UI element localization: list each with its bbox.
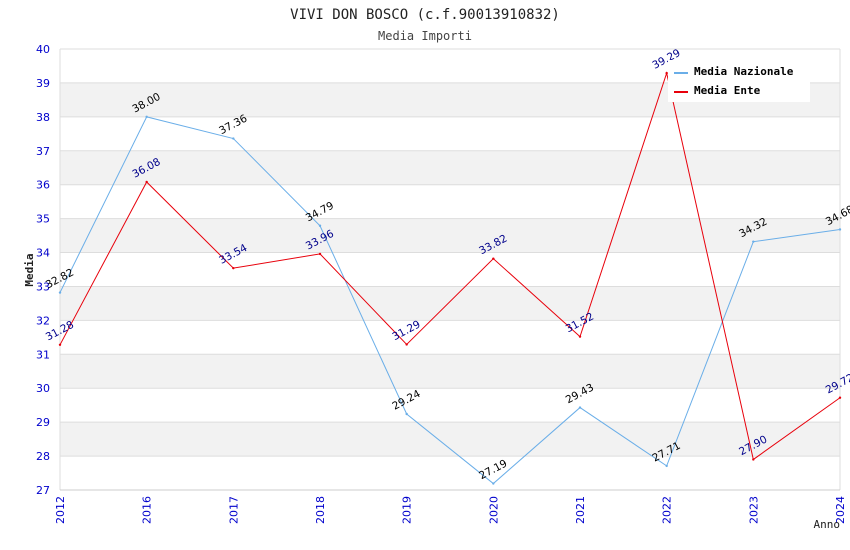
data-point-media-nazionale xyxy=(492,482,495,485)
chart-legend: Media Nazionale Media Ente xyxy=(668,60,810,102)
y-tick-label: 36 xyxy=(36,179,50,192)
series-line-media-ente xyxy=(59,71,841,461)
x-tick-label: 2017 xyxy=(227,496,240,524)
data-point-media-ente xyxy=(838,396,842,399)
x-tick-label: 2023 xyxy=(747,496,760,524)
x-axis-ticks: 2012 2016 2017 2018 2019 2020 2021 2022 2023 2024 xyxy=(54,496,847,524)
series-line-media-nazionale xyxy=(59,116,841,485)
y-tick-label: 32 xyxy=(36,314,50,327)
legend-background xyxy=(668,60,810,102)
y-tick-label: 34 xyxy=(36,247,50,260)
y-tick-label: 29 xyxy=(36,416,50,429)
grid-bands xyxy=(60,82,840,457)
y-tick-label: 30 xyxy=(36,382,50,395)
y-tick-label: 28 xyxy=(36,450,50,463)
y-tick-label: 40 xyxy=(36,43,50,56)
data-point-media-nazionale xyxy=(145,115,148,119)
grid-band xyxy=(60,286,840,321)
y-tick-label: 38 xyxy=(36,111,50,124)
data-point-media-ente xyxy=(578,335,582,338)
data-point-media-ente xyxy=(145,180,148,184)
y-axis-ticks: 27 28 29 30 31 32 33 34 35 36 37 38 39 40 xyxy=(36,43,50,497)
data-point-media-nazionale xyxy=(405,412,408,416)
data-point-media-ente xyxy=(752,458,755,461)
x-tick-label: 2019 xyxy=(401,496,414,524)
legend-label-media-nazionale: Media Nazionale xyxy=(694,65,794,78)
data-point-media-ente xyxy=(232,266,235,270)
x-tick-label: 2022 xyxy=(661,496,674,524)
y-tick-label: 37 xyxy=(36,145,50,158)
x-tick-label: 2020 xyxy=(487,496,500,524)
y-axis-label: Media xyxy=(23,253,36,286)
x-tick-label: 2012 xyxy=(54,496,67,524)
x-axis-label: Anno xyxy=(814,518,841,531)
data-point-media-nazionale xyxy=(752,240,755,243)
data-point-media-nazionale xyxy=(665,464,668,468)
x-tick-label: 2016 xyxy=(141,496,154,524)
data-point-media-ente xyxy=(58,343,62,347)
data-label-media-nazionale: 27.19 xyxy=(477,457,509,482)
grid-band xyxy=(60,422,840,457)
data-point-media-ente xyxy=(665,71,668,75)
y-tick-label: 33 xyxy=(36,280,50,293)
grid-band xyxy=(60,354,840,389)
grid-band xyxy=(60,218,840,253)
y-tick-label: 27 xyxy=(36,484,50,497)
data-point-media-nazionale xyxy=(578,406,582,409)
data-point-media-ente xyxy=(318,252,322,256)
legend-label-media-ente: Media Ente xyxy=(694,84,761,97)
grid-band xyxy=(60,150,840,185)
data-point-media-nazionale xyxy=(232,137,235,140)
series-layer xyxy=(58,71,842,485)
data-point-media-nazionale xyxy=(838,228,842,231)
y-tick-label: 35 xyxy=(36,213,50,226)
y-tick-label: 39 xyxy=(36,77,50,90)
x-tick-label: 2021 xyxy=(574,496,587,524)
data-point-media-nazionale xyxy=(318,224,322,227)
data-point-media-ente xyxy=(405,343,408,346)
x-tick-label: 2018 xyxy=(314,496,327,524)
chart-title: VIVI DON BOSCO (c.f.90013910832) xyxy=(290,7,560,23)
data-label-media-nazionale: 29.24 xyxy=(390,388,422,413)
data-point-media-ente xyxy=(492,257,495,260)
chart-subtitle: Media Importi xyxy=(378,29,472,43)
data-point-media-nazionale xyxy=(58,291,62,294)
data-label-media-ente: 31.29 xyxy=(390,318,422,343)
grid-lines xyxy=(59,48,841,491)
y-tick-label: 31 xyxy=(36,348,50,361)
x-tick-label: 2024 xyxy=(834,496,847,524)
